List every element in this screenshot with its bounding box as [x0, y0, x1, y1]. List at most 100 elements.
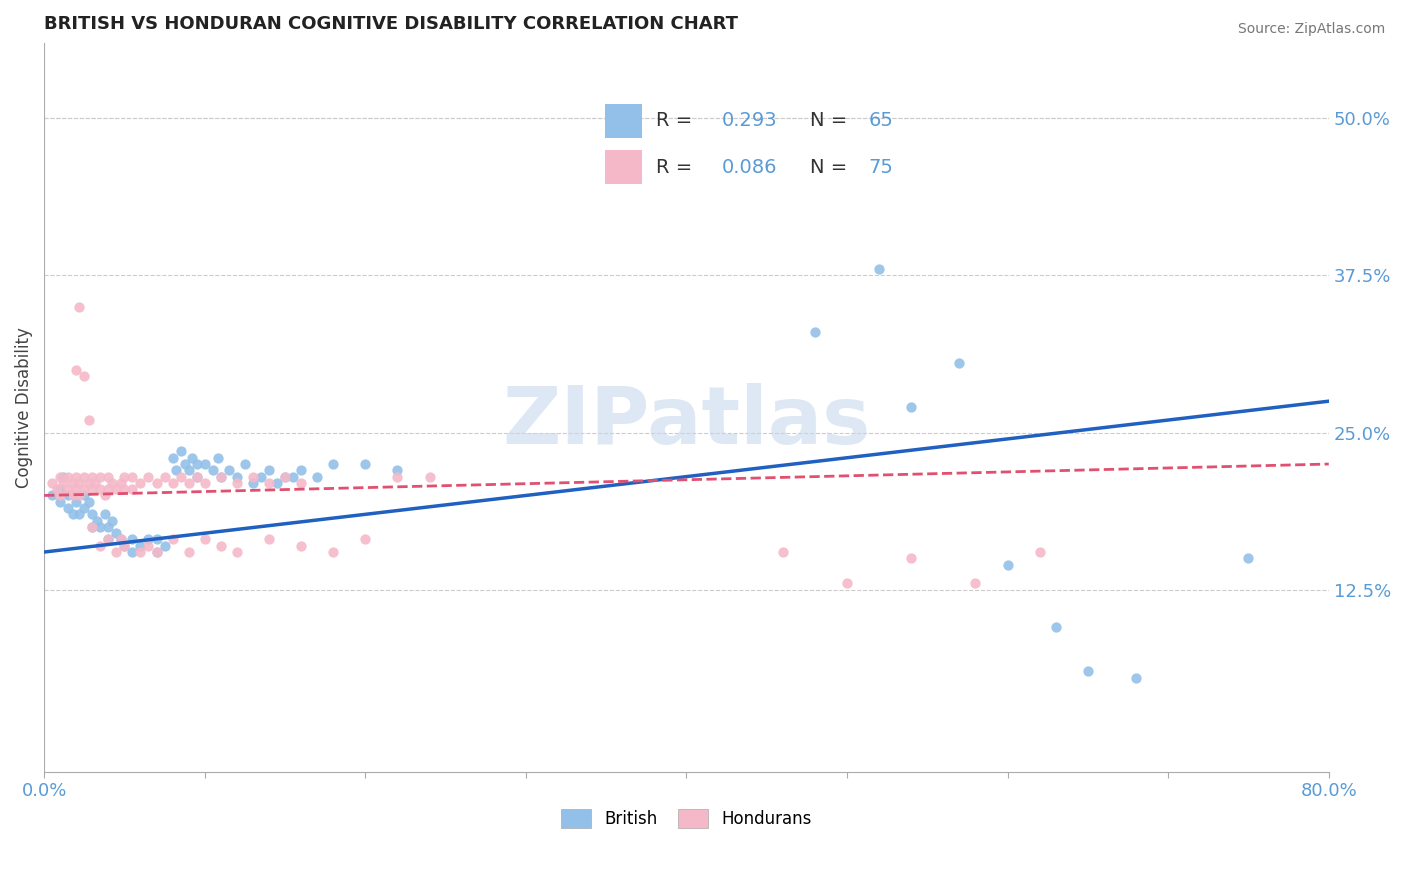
- Point: [58, 488, 80, 502]
- Point: [250, 469, 273, 483]
- Point: [110, 533, 132, 547]
- Text: N =: N =: [810, 111, 846, 130]
- Point: [307, 469, 329, 483]
- Point: [65, 482, 87, 496]
- Point: [105, 545, 128, 559]
- Point: [162, 533, 184, 547]
- Point: [290, 463, 312, 477]
- Point: [900, 551, 922, 566]
- Point: [354, 533, 377, 547]
- Point: [49, 495, 72, 509]
- Point: [194, 475, 217, 490]
- Point: [165, 463, 187, 477]
- Point: [58, 469, 80, 483]
- Point: [105, 526, 128, 541]
- Point: [84, 475, 107, 490]
- Point: [69, 508, 91, 522]
- Point: [58, 482, 80, 496]
- Point: [257, 475, 280, 490]
- Point: [105, 482, 128, 496]
- Point: [354, 457, 377, 471]
- Point: [112, 539, 135, 553]
- Point: [86, 514, 108, 528]
- Point: [835, 576, 858, 591]
- Point: [69, 300, 91, 314]
- Point: [121, 533, 143, 547]
- Point: [129, 545, 152, 559]
- Point: [965, 576, 987, 591]
- Point: [49, 488, 72, 502]
- Point: [112, 539, 135, 553]
- Point: [162, 450, 184, 465]
- Point: [97, 533, 120, 547]
- Point: [82, 469, 104, 483]
- Legend: British, Hondurans: British, Hondurans: [553, 801, 820, 837]
- Point: [97, 533, 120, 547]
- Point: [290, 539, 312, 553]
- Point: [82, 508, 104, 522]
- Point: [129, 539, 152, 553]
- Point: [89, 539, 111, 553]
- Text: 0.293: 0.293: [723, 111, 778, 130]
- Point: [82, 482, 104, 496]
- Point: [112, 469, 135, 483]
- Point: [145, 545, 167, 559]
- FancyBboxPatch shape: [605, 104, 641, 137]
- Point: [100, 475, 122, 490]
- Point: [145, 475, 167, 490]
- Point: [868, 262, 890, 277]
- Point: [100, 514, 122, 528]
- Point: [77, 475, 100, 490]
- Point: [997, 558, 1019, 572]
- Point: [97, 469, 120, 483]
- Point: [225, 475, 247, 490]
- Point: [82, 520, 104, 534]
- Point: [1028, 545, 1050, 559]
- Point: [207, 450, 229, 465]
- Point: [62, 488, 84, 502]
- Point: [177, 475, 200, 490]
- Point: [97, 520, 120, 534]
- Point: [772, 545, 794, 559]
- Point: [1045, 620, 1067, 634]
- Point: [209, 539, 232, 553]
- Point: [73, 482, 96, 496]
- Point: [153, 469, 176, 483]
- Point: [900, 401, 922, 415]
- Y-axis label: Cognitive Disability: Cognitive Disability: [15, 327, 32, 488]
- Point: [418, 469, 440, 483]
- Point: [225, 469, 247, 483]
- Point: [65, 363, 87, 377]
- Point: [194, 533, 217, 547]
- Point: [69, 488, 91, 502]
- Text: R =: R =: [657, 111, 693, 130]
- Point: [274, 469, 297, 483]
- Point: [46, 482, 69, 496]
- Point: [180, 450, 202, 465]
- Point: [65, 469, 87, 483]
- Point: [69, 475, 91, 490]
- Point: [169, 444, 191, 458]
- Point: [322, 457, 344, 471]
- Point: [233, 457, 256, 471]
- FancyBboxPatch shape: [605, 150, 641, 184]
- Point: [110, 475, 132, 490]
- Point: [162, 475, 184, 490]
- Point: [58, 501, 80, 516]
- Point: [121, 545, 143, 559]
- Point: [73, 369, 96, 384]
- Point: [218, 463, 240, 477]
- Text: 75: 75: [869, 158, 893, 177]
- Point: [290, 475, 312, 490]
- Point: [177, 545, 200, 559]
- Point: [77, 413, 100, 427]
- Point: [41, 475, 63, 490]
- Point: [1125, 671, 1147, 685]
- Point: [41, 488, 63, 502]
- Point: [62, 475, 84, 490]
- Point: [97, 482, 120, 496]
- Point: [387, 463, 409, 477]
- Point: [82, 520, 104, 534]
- Point: [89, 520, 111, 534]
- Point: [804, 325, 827, 339]
